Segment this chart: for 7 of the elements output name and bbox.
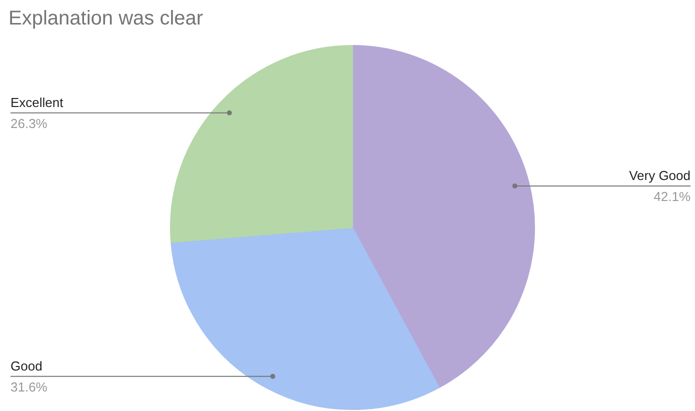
data-label: 26.3% (10, 116, 48, 131)
slice-label: Good (10, 358, 42, 374)
chart-title: Explanation was clear (8, 8, 204, 30)
slice-label: Very Good (629, 168, 691, 183)
data-label: 42.1% (654, 189, 691, 204)
slice-label: Excellent (10, 94, 64, 110)
data-label: 31.6% (10, 379, 48, 394)
